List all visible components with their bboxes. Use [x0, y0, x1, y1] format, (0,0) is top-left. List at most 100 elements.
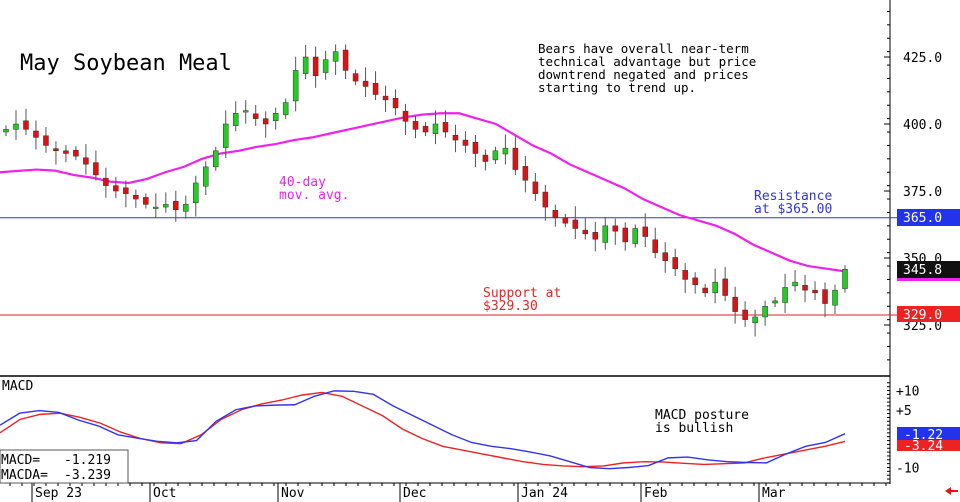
- candle-up: [13, 123, 19, 130]
- resistance-label: Resistance: [754, 189, 832, 204]
- candle-down: [462, 139, 469, 146]
- candle-up: [502, 147, 509, 155]
- candle-down: [412, 121, 419, 130]
- macd-tick-label: -10: [896, 462, 919, 477]
- candle-up: [842, 269, 848, 289]
- candle-down: [382, 95, 389, 101]
- candle-down: [482, 154, 489, 162]
- candle-down: [23, 120, 29, 130]
- date-label: Oct: [153, 486, 176, 501]
- candle-down: [612, 225, 619, 232]
- resistance-label: at $365.00: [754, 202, 832, 217]
- candle-down: [43, 135, 49, 146]
- candle-down: [652, 239, 658, 253]
- commentary: Bears have overall near-term technical a…: [538, 41, 756, 95]
- last-price-tag: 345.8: [897, 261, 960, 281]
- candle-down: [352, 73, 359, 82]
- candle-down: [592, 232, 599, 240]
- candle-down: [582, 229, 589, 235]
- candle-down: [812, 289, 818, 294]
- candle-down: [362, 80, 369, 87]
- candle-down: [113, 185, 119, 192]
- candle-up: [332, 51, 339, 62]
- candle-down: [402, 110, 409, 122]
- macd-tick-label: +10: [896, 385, 919, 400]
- last-price-tag-text: 345.8: [903, 263, 942, 278]
- candle-up: [602, 225, 609, 243]
- scroll-left-arrow-icon[interactable]: [945, 487, 958, 495]
- candle-down: [103, 177, 109, 186]
- candle-down: [143, 197, 149, 205]
- macda-readout-value: -3.239: [64, 468, 111, 483]
- candle-down: [133, 195, 139, 200]
- candle-up: [772, 300, 778, 304]
- candle-down: [262, 118, 269, 125]
- macda-readout-label: MACDA=: [1, 468, 48, 483]
- candle-down: [392, 98, 399, 109]
- candle-down: [342, 49, 349, 71]
- candle-down: [542, 191, 549, 208]
- candle-up: [752, 316, 758, 324]
- price-tick-label: 400.0: [903, 118, 942, 133]
- commentary-line: technical advantage but price: [538, 54, 756, 69]
- candle-down: [572, 219, 579, 229]
- candle-up: [153, 206, 159, 209]
- candle-down: [742, 309, 748, 320]
- macd-tag-text: -1.22: [904, 428, 943, 443]
- candle-up: [213, 150, 219, 168]
- candle-down: [532, 181, 539, 194]
- candle-up: [193, 182, 199, 204]
- candle-down: [53, 148, 59, 152]
- price-tick-label: 375.0: [903, 185, 942, 200]
- moving-average-line: [0, 112, 846, 273]
- candle-down: [622, 227, 629, 243]
- date-label: Nov: [281, 486, 305, 501]
- candle-up: [242, 110, 249, 113]
- candle-down: [372, 83, 379, 95]
- macd-tag: -1.22: [897, 427, 960, 443]
- candle-up: [432, 123, 439, 134]
- support-tag-text: 329.0: [903, 308, 942, 323]
- date-label: Sep 23: [35, 486, 82, 501]
- date-label: Dec: [403, 486, 426, 501]
- candle-down: [702, 287, 708, 294]
- candle-down: [123, 187, 129, 194]
- candle-up: [282, 102, 289, 116]
- macd-comment: MACD posture: [655, 408, 749, 423]
- candle-up: [3, 129, 9, 133]
- candle-down: [452, 135, 459, 141]
- macd-comment: is bullish: [655, 421, 733, 436]
- candle-up: [302, 56, 309, 74]
- candle-down: [522, 166, 529, 181]
- candle-up: [222, 123, 229, 148]
- candle-down: [422, 125, 429, 133]
- candle-down: [692, 277, 698, 286]
- resistance-tag: 365.0: [897, 209, 960, 226]
- candle-down: [73, 150, 79, 157]
- candle-down: [682, 270, 688, 280]
- candle-down: [442, 122, 449, 133]
- candle-up: [782, 287, 788, 303]
- price-tick-label: 325.0: [903, 319, 942, 334]
- macd-readout-value: -1.219: [64, 453, 111, 468]
- macd-title: MACD: [2, 379, 33, 394]
- candle-down: [662, 252, 668, 261]
- candle-down: [173, 200, 179, 211]
- candle-down: [552, 210, 559, 219]
- candle-up: [203, 166, 209, 187]
- support-label: Support at: [483, 286, 561, 301]
- candle-up: [712, 281, 718, 294]
- candle-up: [792, 281, 798, 287]
- candle-down: [672, 257, 678, 269]
- candle-up: [292, 70, 299, 102]
- candle-down: [512, 147, 519, 170]
- commentary-line: downtrend negated and prices: [538, 67, 749, 82]
- signal-tag-text: -3.24: [904, 439, 943, 454]
- candle-down: [63, 150, 69, 154]
- macd-tick-label: +5: [896, 404, 912, 419]
- commentary-line: starting to trend up.: [538, 80, 696, 95]
- candle-down: [732, 296, 738, 312]
- date-label: Feb: [644, 486, 668, 501]
- candle-down: [642, 226, 648, 237]
- candle-up: [762, 305, 768, 318]
